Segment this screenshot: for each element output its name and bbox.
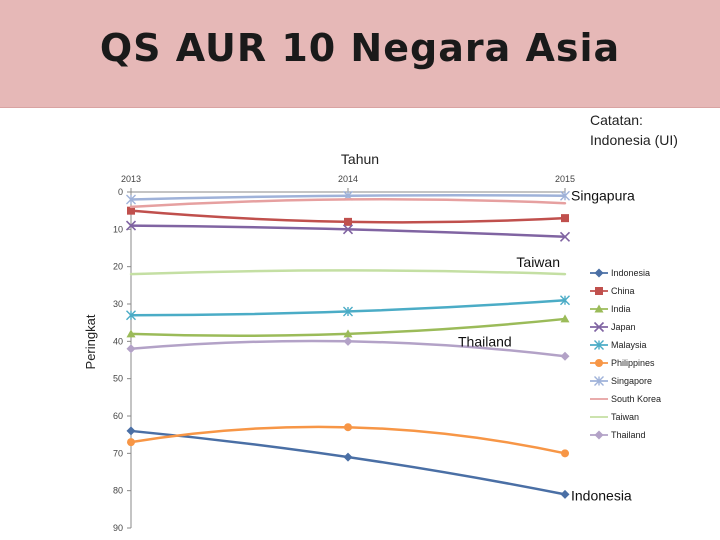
annotation-indonesia: Indonesia <box>571 487 632 503</box>
y-tick-label: 30 <box>113 299 123 309</box>
x-tick-label: 2015 <box>555 174 575 184</box>
data-point-malaysia <box>560 295 570 306</box>
note-line-label: Catatan: <box>590 112 643 128</box>
data-point-china <box>344 217 352 226</box>
data-point-india <box>560 314 570 323</box>
legend-marker-japan <box>593 321 605 333</box>
data-point-china <box>127 206 135 215</box>
legend-label-thailand: Thailand <box>611 430 646 440</box>
legend-label-taiwan: Taiwan <box>611 412 639 422</box>
legend-marker-thailand <box>594 430 604 440</box>
annotation-singapura: Singapura <box>571 188 635 204</box>
legend-label-china: China <box>611 286 635 296</box>
data-point-china <box>561 214 569 223</box>
data-point-indonesia <box>560 489 570 499</box>
y-tick-label: 20 <box>113 262 123 272</box>
data-point-india <box>343 329 353 338</box>
y-tick-label: 80 <box>113 486 123 496</box>
data-point-thailand <box>126 344 136 354</box>
x-axis-title: Tahun <box>341 151 379 167</box>
legend-marker-china <box>595 287 603 295</box>
series-line-taiwan <box>129 269 567 276</box>
legend-marker-philippines <box>595 359 603 367</box>
data-point-singapore <box>560 190 570 201</box>
x-tick-label: 2013 <box>121 174 141 184</box>
data-point-japan <box>559 231 571 242</box>
legend-marker-indonesia <box>594 268 604 278</box>
data-point-japan <box>125 220 137 231</box>
legend-label-japan: Japan <box>611 322 636 332</box>
x-tick-label: 2014 <box>338 174 358 184</box>
data-point-indonesia <box>126 426 136 436</box>
legend-marker-india <box>594 304 604 313</box>
legend-marker-malaysia <box>594 340 604 350</box>
legend-label-philippines: Philippines <box>611 358 655 368</box>
data-point-japan <box>342 224 354 235</box>
series-line-south-korea <box>129 198 567 209</box>
y-tick-label: 70 <box>113 448 123 458</box>
note-line-value: Indonesia (UI) <box>590 132 678 148</box>
note-box: Catatan: Indonesia (UI) <box>590 110 678 150</box>
y-tick-label: 60 <box>113 411 123 421</box>
y-axis-title: Peringkat <box>83 314 98 369</box>
annotation-thailand: Thailand <box>458 333 512 349</box>
legend-label-indonesia: Indonesia <box>611 268 650 278</box>
legend-label-singapore: Singapore <box>611 376 652 386</box>
title-banner <box>0 0 720 108</box>
data-point-thailand <box>560 351 570 361</box>
data-point-philippines <box>344 423 352 432</box>
slide-title: QS AUR 10 Negara Asia <box>99 26 621 70</box>
y-tick-label: 0 <box>118 187 123 197</box>
data-point-philippines <box>561 449 569 458</box>
annotation-taiwan: Taiwan <box>516 254 560 270</box>
y-tick-label: 40 <box>113 336 123 346</box>
y-tick-label: 10 <box>113 224 123 234</box>
legend-label-malaysia: Malaysia <box>611 340 647 350</box>
y-tick-label: 90 <box>113 523 123 533</box>
data-point-singapore <box>126 194 136 205</box>
data-point-malaysia <box>126 310 136 321</box>
data-point-indonesia <box>343 452 353 462</box>
data-point-india <box>126 329 136 338</box>
data-point-malaysia <box>343 306 353 317</box>
data-point-thailand <box>343 336 353 346</box>
data-point-philippines <box>127 438 135 447</box>
legend-marker-singapore <box>594 376 604 386</box>
legend-label-india: India <box>611 304 631 314</box>
legend-label-south-korea: South Korea <box>611 394 661 404</box>
y-tick-label: 50 <box>113 374 123 384</box>
series-line-japan <box>129 224 567 239</box>
